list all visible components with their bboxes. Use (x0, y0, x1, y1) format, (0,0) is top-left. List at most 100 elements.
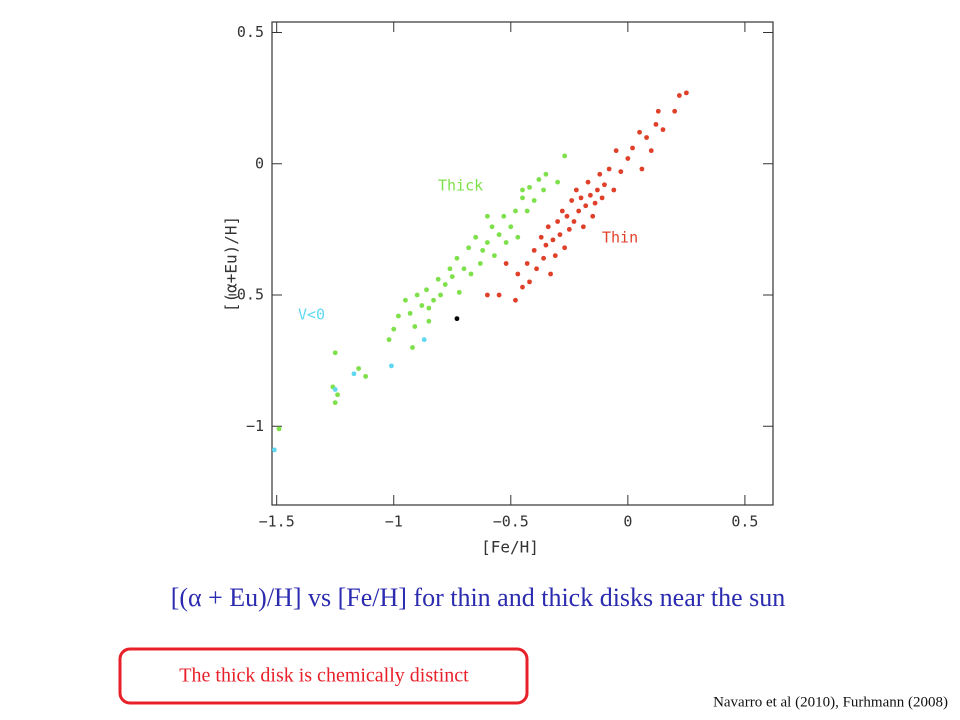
data-point (332, 350, 338, 356)
data-point (276, 426, 282, 432)
data-point (271, 447, 277, 453)
data-point (513, 208, 518, 214)
data-point (644, 135, 649, 140)
data-point (580, 224, 586, 230)
data-point (468, 271, 474, 277)
data-point (676, 93, 682, 98)
data-point (515, 234, 521, 240)
data-point (639, 166, 645, 172)
x-tick-label: 0 (623, 513, 632, 531)
data-point (363, 373, 369, 379)
x-tick-label: 0.5 (731, 513, 758, 531)
data-point (534, 266, 539, 272)
data-point (613, 148, 619, 154)
data-point (496, 232, 502, 238)
data-point (555, 219, 561, 224)
data-point (508, 224, 514, 230)
data-point (496, 292, 502, 298)
data-point (515, 271, 521, 277)
data-point (583, 203, 589, 209)
data-point (335, 392, 340, 398)
data-point (520, 187, 525, 193)
series-label: V<0 (298, 306, 325, 324)
callout-text: The thick disk is chemically distinct (179, 665, 469, 687)
series-label: Thin (602, 229, 638, 247)
data-point (396, 313, 401, 319)
data-point (414, 292, 420, 298)
data-point (587, 192, 593, 198)
data-point (562, 153, 568, 159)
data-point (461, 266, 467, 272)
data-point (573, 187, 579, 193)
data-point (557, 232, 563, 238)
data-point (513, 297, 518, 303)
y-tick-label: 0.5 (237, 23, 264, 41)
data-point (388, 363, 394, 369)
callout-box (118, 647, 529, 705)
y-axis-label: [(α+Eu)/H] (222, 216, 241, 312)
data-point (456, 289, 462, 295)
data-point (569, 198, 575, 203)
data-point (524, 261, 530, 266)
data-point (566, 226, 572, 232)
data-point (403, 297, 408, 303)
data-point (545, 224, 551, 230)
data-point (407, 310, 413, 316)
data-point (412, 324, 418, 329)
data-point (356, 366, 362, 371)
data-point (424, 287, 429, 293)
data-point (531, 198, 537, 203)
data-point (435, 276, 441, 282)
data-point (426, 305, 432, 311)
data-point (449, 274, 455, 280)
y-tick-label: 0 (255, 154, 264, 172)
data-point (611, 187, 617, 193)
data-point (590, 213, 596, 219)
data-point (592, 200, 598, 206)
data-point (442, 282, 448, 287)
data-point (421, 337, 427, 343)
data-point (454, 255, 460, 261)
data-point (520, 195, 525, 201)
data-point (447, 266, 453, 272)
data-point (550, 237, 556, 243)
data-point (524, 208, 530, 214)
data-point (492, 253, 497, 259)
data-point (630, 145, 635, 151)
data-point (543, 242, 549, 248)
data-point (571, 219, 577, 224)
data-point (426, 318, 432, 324)
data-point (431, 297, 436, 303)
data-point (531, 247, 537, 253)
plot-frame (271, 21, 774, 506)
data-point (489, 224, 495, 230)
x-axis-label: [Fe/H] (481, 538, 539, 557)
data-point (637, 129, 642, 135)
data-point (419, 303, 425, 308)
data-point (660, 127, 666, 133)
data-point (477, 261, 483, 266)
data-point (541, 255, 546, 261)
data-point (606, 166, 612, 172)
data-point (484, 292, 490, 298)
y-tick-label: −0.5 (228, 286, 264, 304)
data-point (503, 240, 509, 245)
data-point (564, 213, 570, 219)
data-point (536, 177, 542, 182)
data-point (559, 208, 565, 214)
data-point (473, 234, 479, 240)
data-point (410, 345, 415, 350)
data-point (438, 292, 443, 298)
series-label: Thick (438, 177, 483, 195)
data-point (332, 400, 338, 406)
data-point (543, 171, 549, 177)
credit: Navarro et al (2010), Furhmann (2008) (713, 694, 948, 710)
data-point (648, 148, 654, 154)
data-point (625, 156, 631, 161)
data-point (562, 245, 568, 251)
data-point (555, 179, 561, 185)
data-point (391, 326, 397, 332)
data-point (597, 171, 603, 177)
data-point (653, 121, 659, 127)
data-point (386, 337, 392, 343)
